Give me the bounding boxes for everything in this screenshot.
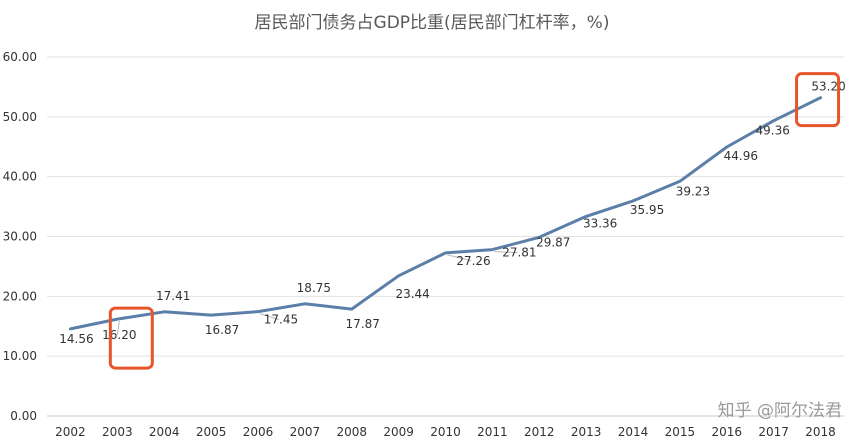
highlight-boxes (108, 72, 841, 370)
data-label: 53.20 (811, 80, 845, 94)
data-label: 17.87 (346, 317, 380, 331)
watermark: 知乎 @阿尔法君 (718, 401, 842, 421)
data-label: 16.87 (205, 323, 239, 337)
x-tick-label: 2014 (618, 425, 649, 439)
x-tick-label: 2002 (55, 425, 86, 439)
data-label: 44.96 (724, 149, 758, 163)
x-tick-label: 2016 (712, 425, 743, 439)
leader-line (259, 313, 280, 321)
data-label: 49.36 (755, 124, 789, 138)
y-tick-label: 10.00 (3, 349, 37, 363)
leader-line (447, 254, 472, 262)
y-tick-label: 50.00 (3, 110, 37, 124)
gridlines (47, 56, 844, 417)
x-tick-label: 2006 (243, 425, 274, 439)
x-tick-label: 2017 (758, 425, 789, 439)
data-label: 23.44 (395, 287, 429, 301)
data-label: 27.26 (456, 254, 490, 268)
data-label: 35.95 (630, 203, 664, 217)
y-tick-label: 40.00 (3, 170, 37, 184)
x-tick-label: 2004 (149, 425, 180, 439)
x-tick-label: 2015 (665, 425, 696, 439)
x-tick-label: 2003 (102, 425, 133, 439)
x-tick-label: 2012 (524, 425, 555, 439)
highlight-box (108, 306, 154, 370)
leader-line (494, 251, 518, 254)
data-labels: 14.56 16.20 17.41 16.87 17.45 18.75 17.87 23.44… (59, 80, 845, 346)
chart-title: 居民部门债务占GDP比重(居民部门杠杆率，%) (255, 13, 610, 33)
data-label: 16.20 (102, 328, 136, 342)
data-label: 29.87 (536, 235, 570, 249)
data-label: 18.75 (297, 281, 331, 295)
data-label: 27.81 (502, 246, 536, 260)
x-tick-label: 2005 (196, 425, 227, 439)
data-label: 39.23 (676, 184, 710, 198)
x-tick-label: 2007 (290, 425, 321, 439)
x-axis-ticks: 2002 2003 2004 2005 2006 2007 2008 2009 2010 2011… (55, 425, 836, 439)
x-tick-label: 2009 (383, 425, 414, 439)
x-tick-label: 2008 (336, 425, 367, 439)
data-label: 33.36 (583, 216, 617, 230)
data-label: 17.45 (264, 313, 298, 327)
x-tick-label: 2013 (571, 425, 602, 439)
leader-line (116, 320, 120, 336)
x-tick-label: 2010 (430, 425, 461, 439)
x-tick-label: 2011 (477, 425, 508, 439)
data-label: 17.41 (156, 289, 190, 303)
y-tick-label: 60.00 (3, 50, 37, 64)
series-line-path (68, 96, 823, 331)
series-line (68, 96, 823, 331)
y-tick-label: 0.00 (10, 409, 37, 423)
y-tick-label: 30.00 (3, 230, 37, 244)
data-label: 14.56 (59, 332, 93, 346)
y-tick-label: 20.00 (3, 289, 37, 303)
y-axis-ticks: 0.00 10.00 20.00 30.00 40.00 50.00 60.00 (3, 50, 37, 423)
x-tick-label: 2018 (805, 425, 836, 439)
label-leader-lines (116, 251, 518, 336)
highlight-box (795, 72, 841, 128)
